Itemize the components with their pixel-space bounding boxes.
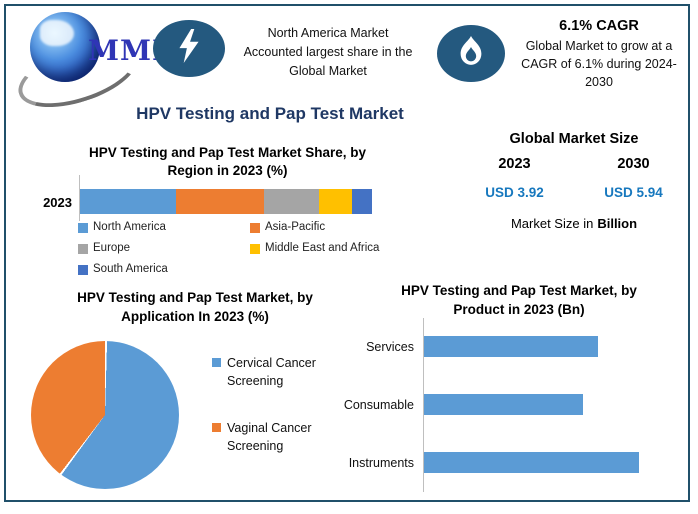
product-bar: [424, 394, 583, 415]
application-legend: Cervical Cancer Screening Vaginal Cancer…: [212, 354, 344, 485]
market-size-panel: Global Market Size 2023 2030 USD 3.92 US…: [455, 131, 693, 231]
region-bar-segment: [176, 189, 264, 214]
legend-label: South America: [93, 263, 168, 275]
application-pie: [31, 341, 179, 489]
legend-item: Vaginal Cancer Screening: [212, 419, 344, 455]
region-bar-segment: [80, 189, 177, 214]
legend-label: Asia-Pacific: [265, 221, 326, 233]
region-bar-segment: [263, 189, 320, 214]
product-chart-title: HPV Testing and Pap Test Market, by Prod…: [401, 283, 637, 317]
lightning-icon: [176, 29, 202, 68]
product-bar: [424, 336, 598, 357]
legend-swatch: [212, 423, 221, 433]
region-highlight-line: North America Market: [267, 26, 389, 40]
legend-item: South America: [78, 262, 250, 277]
value-2030: USD 5.94: [604, 185, 663, 200]
product-bar-row: Instruments: [336, 452, 639, 473]
cagr-body: Global Market to grow at a CAGR of 6.1% …: [506, 37, 692, 91]
cagr-title: 6.1% CAGR: [559, 18, 639, 34]
legend-item: Middle East and Africa: [250, 241, 388, 256]
region-chart-axis: [79, 175, 80, 221]
globe-icon: [30, 12, 100, 82]
legend-swatch: [78, 243, 88, 254]
year-2030: 2030: [617, 156, 650, 172]
market-size-values: USD 3.92 USD 5.94: [455, 185, 693, 200]
region-highlight-badge: [153, 20, 225, 77]
legend-label: Vaginal Cancer Screening: [227, 421, 312, 454]
value-2023: USD 3.92: [485, 185, 544, 200]
region-legend: North America Asia-Pacific Europe Middle…: [78, 220, 388, 277]
market-size-caption: Market Size in Billion: [510, 216, 638, 231]
legend-swatch: [250, 243, 260, 254]
market-size-years: 2023 2030: [455, 156, 693, 172]
legend-swatch: [78, 264, 88, 275]
product-bar-row: Services: [336, 336, 598, 357]
legend-swatch: [212, 358, 221, 367]
legend-label: Europe: [93, 242, 131, 254]
product-bar: [424, 452, 639, 473]
legend-swatch: [78, 222, 88, 233]
cagr-line: CAGR of 6.1% during 2024-: [521, 57, 677, 72]
bar-category-label: Instruments: [348, 455, 414, 470]
legend-label: Middle East and Africa: [265, 242, 380, 254]
legend-item: Cervical Cancer Screening: [212, 354, 344, 390]
legend-swatch: [250, 222, 260, 233]
bar-category-label: Consumable: [343, 397, 414, 412]
region-stacked-bar: [80, 189, 372, 214]
legend-item: Asia-Pacific: [250, 220, 388, 235]
region-highlight-line: Global Market: [289, 63, 367, 78]
legend-label: North America: [93, 221, 166, 233]
region-chart-title: HPV Testing and Pap Test Market Share, b…: [88, 145, 367, 179]
bar-category-label: Services: [366, 339, 414, 354]
cagr-highlight-badge: [437, 25, 505, 82]
region-bar-segment: [319, 189, 352, 214]
cagr-line: 2030: [585, 75, 613, 90]
region-bar-category-label: 2023: [43, 195, 72, 210]
application-chart-title: HPV Testing and Pap Test Market, by Appl…: [77, 290, 313, 324]
market-size-title: Global Market Size: [509, 131, 639, 147]
legend-item: Europe: [78, 241, 250, 256]
region-bar-segment: [351, 189, 372, 214]
cagr-line: Global Market to grow at a: [525, 39, 673, 53]
region-highlight-text: North America Market Accounted largest s…: [230, 24, 426, 80]
year-2023: 2023: [498, 156, 531, 172]
legend-item: North America: [78, 220, 250, 235]
legend-label: Cervical Cancer Screening: [227, 356, 316, 389]
region-highlight-line: Accounted largest share in the: [243, 44, 413, 59]
product-bar-row: Consumable: [336, 394, 583, 415]
product-chart-axis: [423, 318, 424, 492]
flame-icon: [459, 36, 483, 71]
page-title: HPV Testing and Pap Test Market: [136, 104, 404, 123]
mmr-logo: MMR: [10, 8, 175, 120]
cagr-highlight-text: 6.1% CAGR Global Market to grow at a CAG…: [506, 18, 692, 91]
